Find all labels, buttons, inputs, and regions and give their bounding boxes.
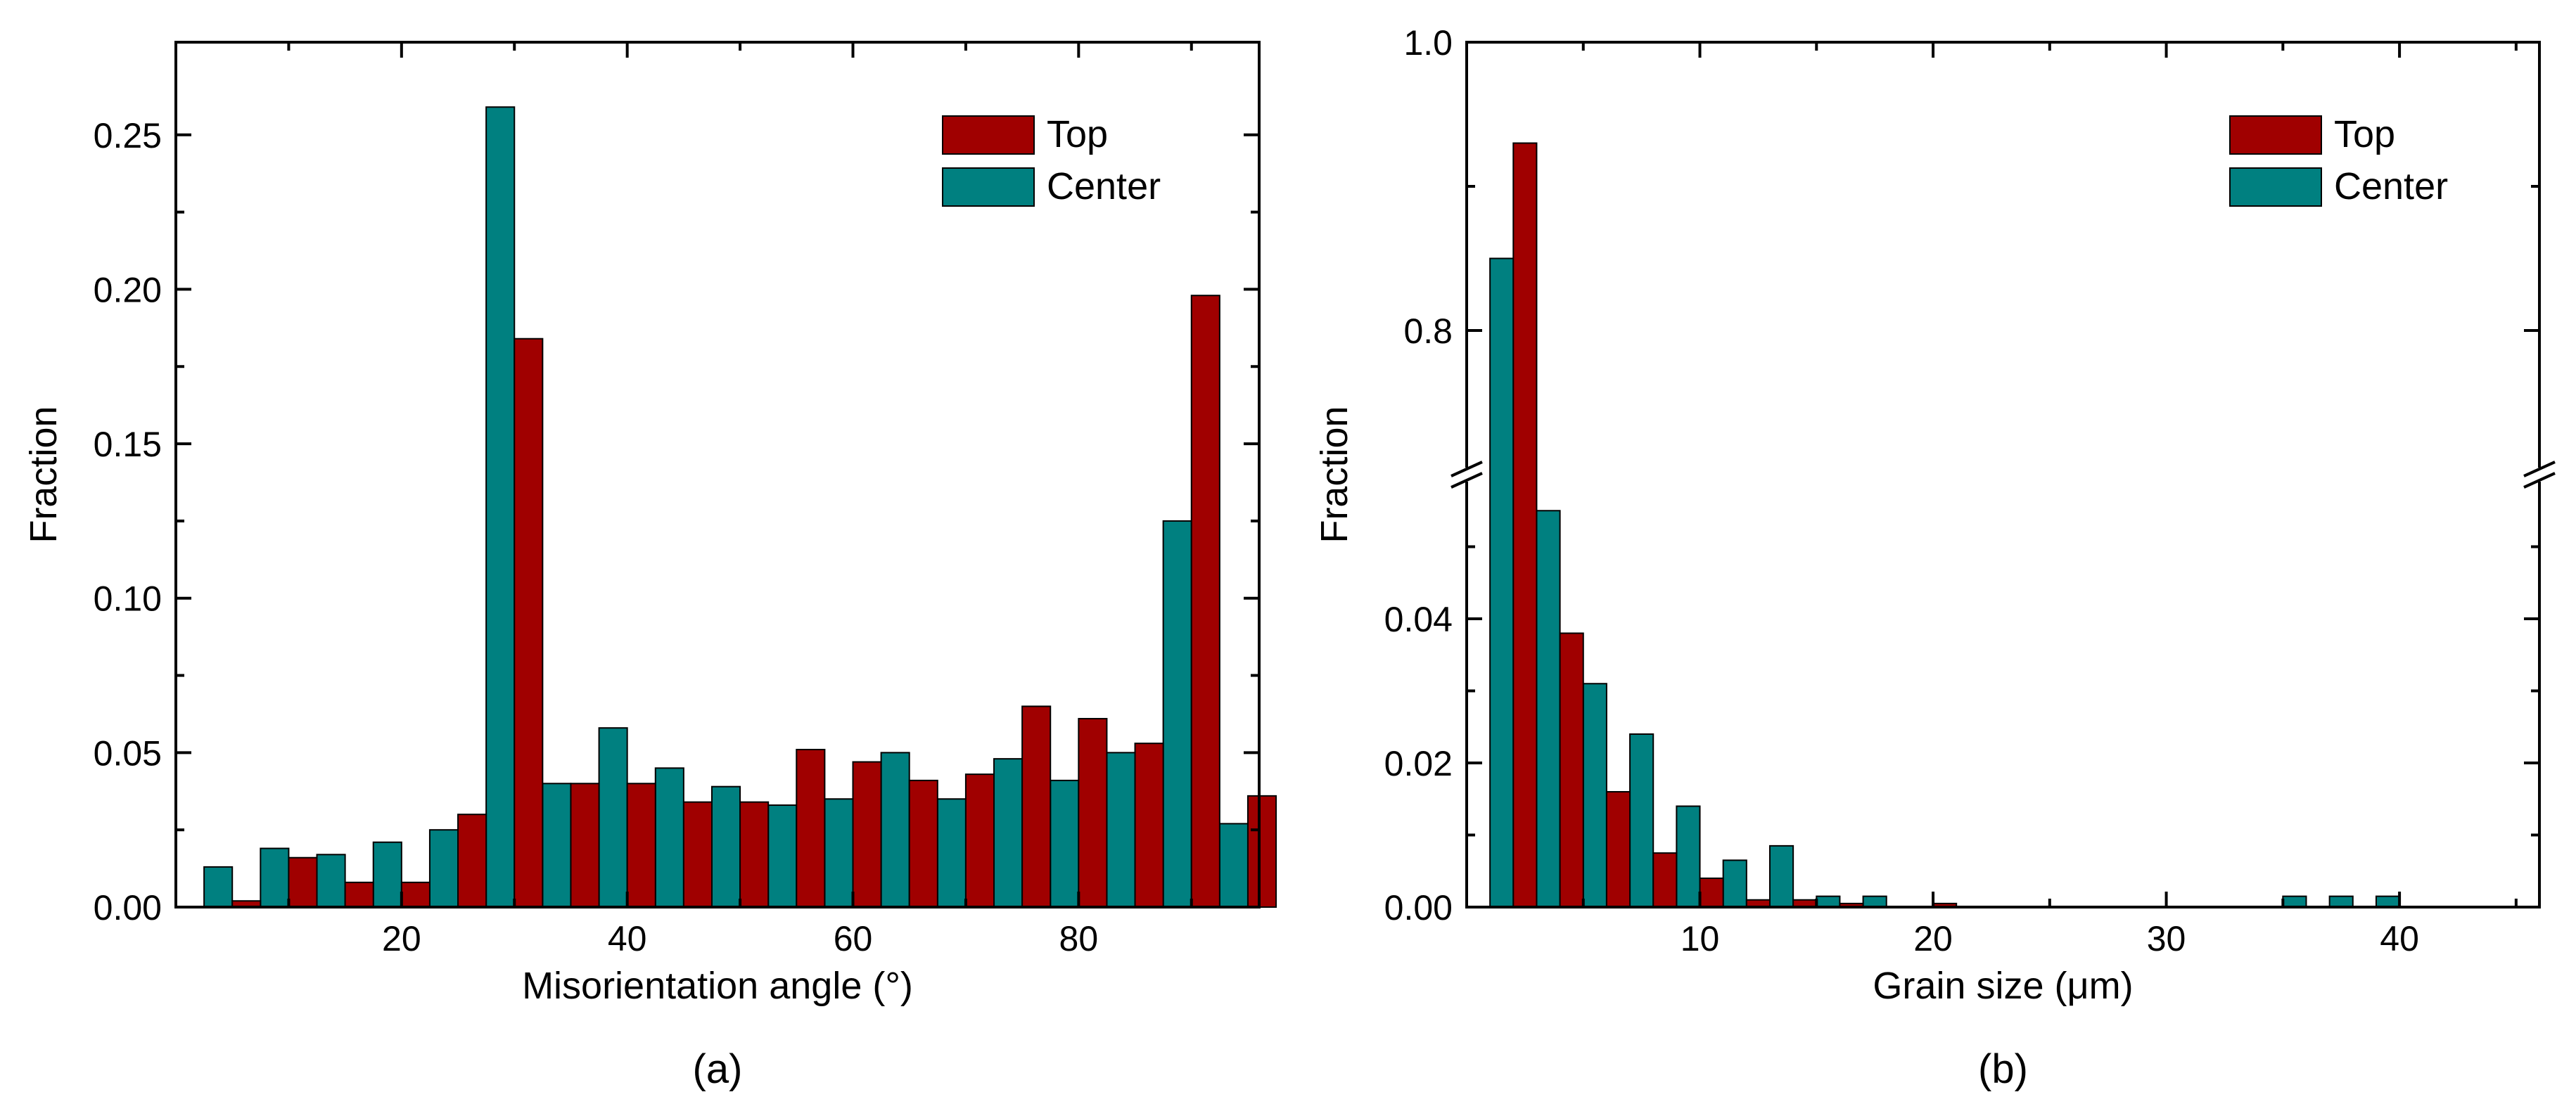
bar-center-60 — [824, 798, 854, 908]
bar-center-14 — [1768, 845, 1794, 908]
bar-top-90 — [1190, 295, 1220, 908]
bar-center-12 — [1722, 859, 1747, 908]
bar-center-20 — [372, 841, 402, 908]
y-tick-label: 0.8 — [1403, 312, 1453, 351]
bar-center-40 — [598, 727, 628, 908]
bar-top-85 — [1134, 743, 1164, 908]
panel-label-b: (b) — [1978, 1046, 2028, 1092]
legend-swatch-center — [2229, 167, 2322, 207]
bar-top-65 — [908, 779, 938, 908]
bar-top-50 — [739, 801, 770, 908]
x-tick-label: 60 — [834, 919, 873, 958]
bar-center-40 — [2375, 895, 2401, 908]
bar-top-10 — [1699, 878, 1724, 908]
bar-center-4 — [1536, 510, 1561, 908]
bar-top-35 — [570, 783, 600, 908]
bar-top-70 — [964, 773, 995, 908]
x-tick-label: 40 — [608, 919, 647, 958]
chart-panel-b: 0.8 1.0 0.00 0.02 0.04 10 20 30 40 Grain size (μm… — [1313, 23, 2556, 1092]
y-tick-label: 0.20 — [94, 270, 162, 309]
bar-top-55 — [796, 748, 826, 908]
bar-center-65 — [880, 752, 910, 908]
bar-center-10 — [1676, 805, 1701, 908]
bar-top-40 — [626, 783, 656, 908]
y-tick-label: 1.0 — [1403, 23, 1453, 63]
bar-top-6 — [1605, 791, 1631, 908]
bar-center-80 — [1050, 779, 1080, 908]
bar-top-45 — [682, 801, 713, 908]
bar-top-25 — [457, 814, 487, 908]
bar-center-70 — [936, 798, 967, 908]
bar-top-15 — [344, 881, 374, 908]
bar-center-38 — [2328, 895, 2354, 908]
y-tick-label: 0.00 — [94, 888, 162, 927]
x-tick-label: 20 — [382, 919, 421, 958]
bar-top-95 — [1246, 795, 1277, 908]
y-axis-title: Fraction — [23, 406, 65, 543]
bar-center-75 — [993, 758, 1024, 908]
bar-center-5 — [203, 866, 234, 908]
bar-center-45 — [654, 767, 684, 908]
y-tick-label: 0.02 — [1384, 744, 1453, 783]
bar-center-55 — [767, 804, 798, 908]
bar-center-30 — [485, 106, 516, 908]
axis-break-mark — [1450, 472, 1483, 489]
bar-top-2 — [1512, 142, 1538, 908]
x-tick-label: 30 — [2147, 919, 2186, 958]
x-tick-label: 10 — [1681, 919, 1720, 958]
bar-center-15 — [316, 854, 346, 908]
y-tick-label: 0.25 — [94, 116, 162, 155]
y-tick-label: 0.00 — [1384, 888, 1453, 927]
x-tick-label: 40 — [2380, 919, 2419, 958]
panel-label-a: (a) — [693, 1046, 743, 1092]
bar-top-8 — [1652, 852, 1678, 908]
legend-label-center: Center — [1047, 165, 1161, 207]
bar-top-75 — [1021, 705, 1052, 908]
chart-panel-a: 0.00 0.05 0.10 0.15 0.20 0.25 20 40 60 80 Misorien… — [23, 41, 1277, 1092]
axis-break-mark — [2523, 472, 2556, 489]
bar-center-2 — [1489, 257, 1515, 908]
legend-label-center: Center — [2334, 165, 2448, 207]
bar-top-80 — [1078, 718, 1108, 908]
legend-swatch-center — [942, 167, 1035, 207]
bar-center-36 — [2282, 895, 2307, 908]
bar-top-30 — [514, 338, 544, 908]
bar-center-35 — [542, 783, 572, 908]
bar-center-90 — [1162, 520, 1192, 908]
bar-top-20 — [400, 881, 431, 908]
bar-center-6 — [1582, 683, 1607, 908]
x-axis-title: Misorientation angle (°) — [522, 965, 913, 1007]
x-axis-title: Grain size (μm) — [1873, 965, 2133, 1007]
legend-label-top: Top — [1047, 113, 1108, 155]
y-tick-label: 0.10 — [94, 579, 162, 619]
y-tick-label: 0.05 — [94, 733, 162, 773]
bar-top-10 — [288, 856, 318, 908]
x-tick-label: 20 — [1913, 919, 1953, 958]
bar-top-60 — [852, 761, 882, 908]
y-axis-title: Fraction — [1313, 406, 1356, 543]
bar-center-50 — [710, 785, 741, 908]
bar-center-25 — [428, 829, 459, 908]
x-tick-label: 80 — [1059, 919, 1099, 958]
bar-center-85 — [1106, 752, 1136, 908]
plot-frame — [174, 41, 1261, 908]
bar-top-4 — [1559, 632, 1584, 908]
bar-center-18 — [1862, 895, 1887, 908]
bar-center-10 — [260, 847, 290, 908]
bar-center-8 — [1629, 733, 1654, 908]
bar-center-95 — [1218, 823, 1249, 908]
legend-swatch-top — [2229, 115, 2322, 155]
y-tick-label: 0.15 — [94, 425, 162, 464]
axis-break-mark — [2523, 461, 2556, 477]
axis-break-mark — [1450, 461, 1483, 477]
bar-center-16 — [1816, 895, 1841, 908]
legend-swatch-top — [942, 115, 1035, 155]
y-tick-label: 0.04 — [1384, 600, 1453, 639]
legend-label-top: Top — [2334, 113, 2395, 155]
